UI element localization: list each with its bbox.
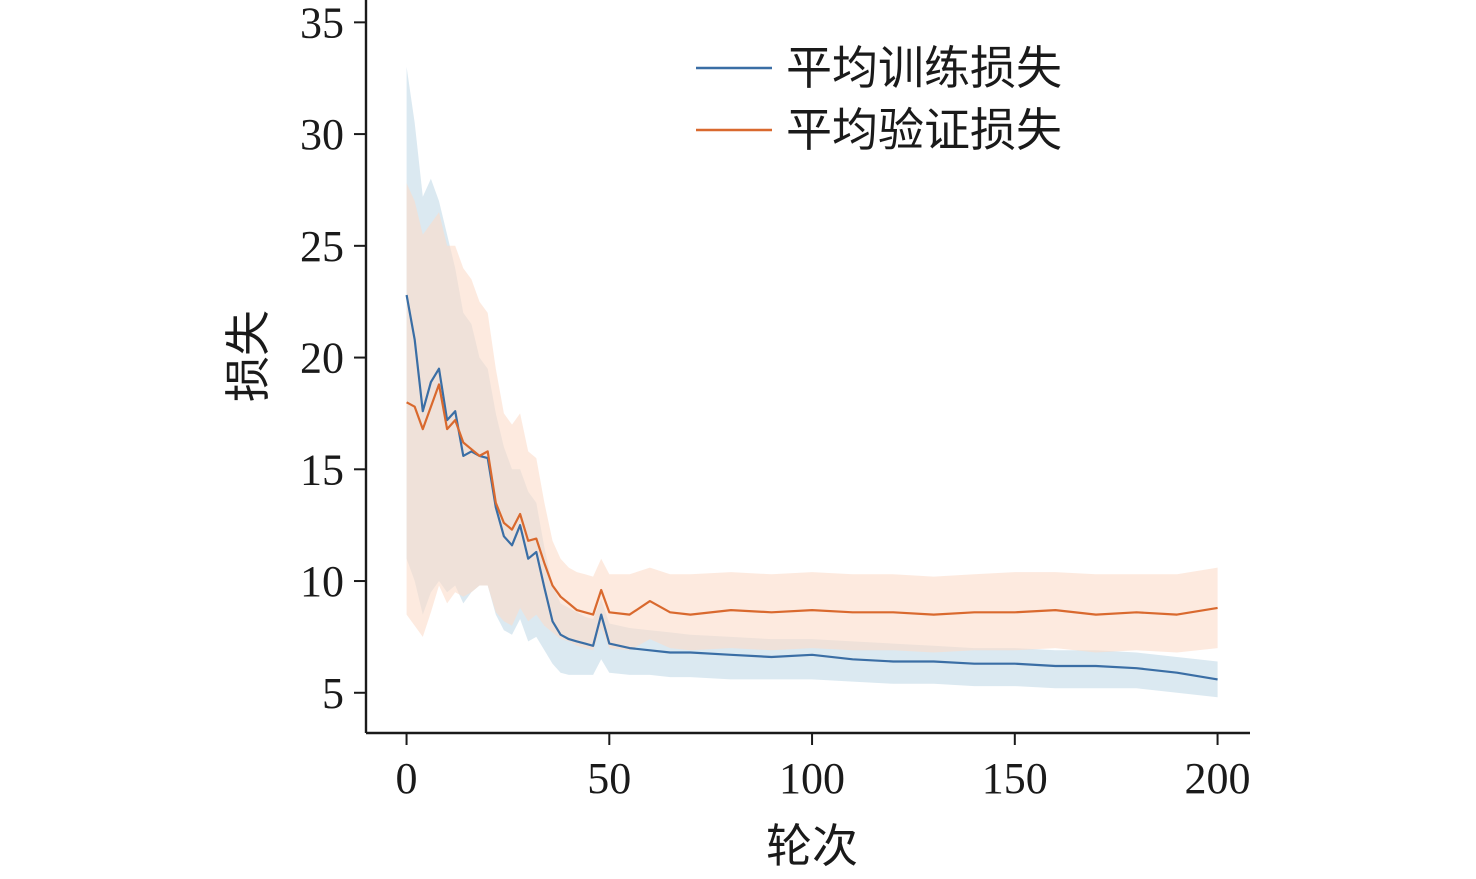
legend-label-train: 平均训练损失 bbox=[786, 41, 1062, 95]
x-tick-label: 50 bbox=[587, 754, 631, 803]
y-ticks: 5 10 15 20 25 30 35 bbox=[300, 0, 366, 718]
y-tick-label: 15 bbox=[300, 445, 344, 494]
line-series-0 bbox=[405, 294, 1218, 681]
y-tick-label: 25 bbox=[300, 222, 344, 271]
legend-label-val: 平均验证损失 bbox=[786, 103, 1062, 157]
band-series-1 bbox=[406, 183, 1218, 653]
y-tick-label: 5 bbox=[322, 669, 344, 718]
y-tick-label: 10 bbox=[300, 557, 344, 606]
x-tick-label: 200 bbox=[1185, 754, 1251, 803]
x-tick-label: 0 bbox=[396, 754, 418, 803]
confidence-bands bbox=[406, 67, 1218, 698]
legend: 平均训练损失 平均验证损失 bbox=[696, 41, 1062, 157]
y-tick-label: 30 bbox=[300, 110, 344, 159]
y-tick-label: 20 bbox=[300, 334, 344, 383]
x-axis-label: 轮次 bbox=[766, 819, 858, 873]
x-tick-label: 100 bbox=[779, 754, 845, 803]
series-lines bbox=[405, 294, 1218, 681]
x-ticks: 0 50 100 150 200 bbox=[396, 733, 1251, 803]
x-tick-label: 150 bbox=[982, 754, 1048, 803]
y-tick-label: 35 bbox=[300, 0, 344, 47]
y-axis-label: 损失 bbox=[221, 310, 275, 402]
axes bbox=[364, 0, 1250, 735]
line-series-1 bbox=[406, 383, 1218, 616]
